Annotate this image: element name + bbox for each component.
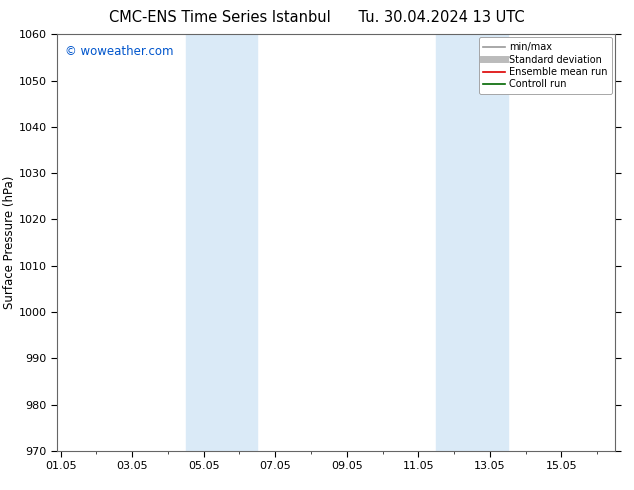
Text: CMC-ENS Time Series Istanbul      Tu. 30.04.2024 13 UTC: CMC-ENS Time Series Istanbul Tu. 30.04.2…: [109, 10, 525, 25]
Bar: [436, 34, 508, 451]
Legend: min/max, Standard deviation, Ensemble mean run, Controll run: min/max, Standard deviation, Ensemble me…: [479, 37, 612, 94]
Bar: [186, 34, 257, 451]
Text: © woweather.com: © woweather.com: [65, 45, 174, 58]
Y-axis label: Surface Pressure (hPa): Surface Pressure (hPa): [3, 176, 16, 309]
